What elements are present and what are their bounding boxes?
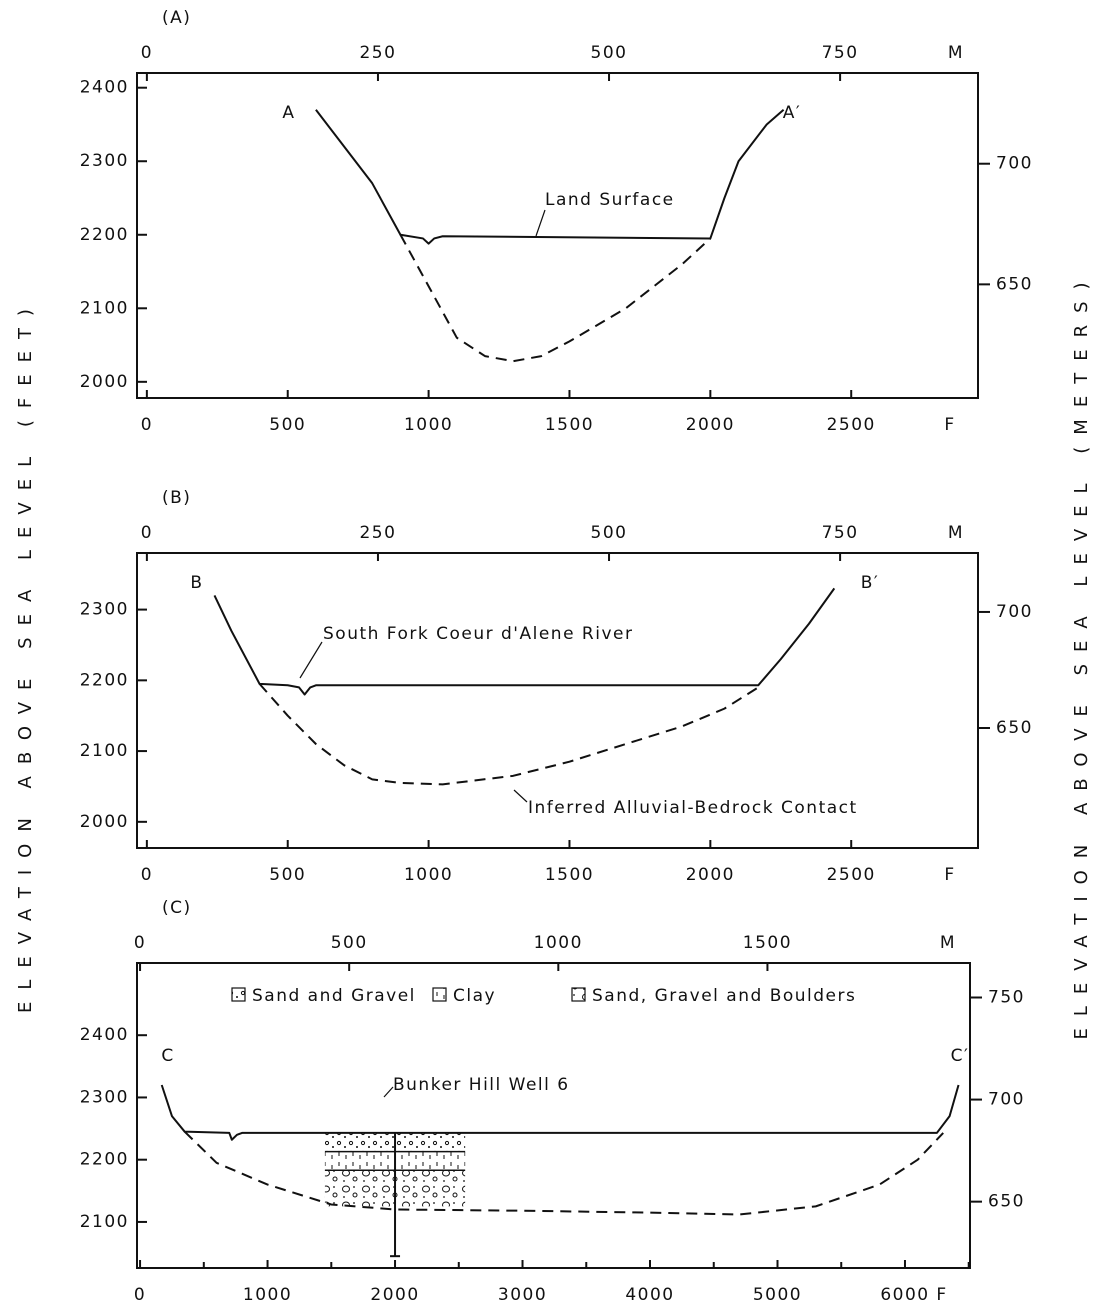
annotation: B [190, 573, 203, 593]
x2-tick-label: 0 [141, 43, 153, 63]
x-tick-label: 4000 [625, 1285, 674, 1305]
x-tick-label: 3000 [498, 1285, 547, 1305]
x-tick-label: 2000 [370, 1285, 419, 1305]
series-label: Inferred Alluvial-Bedrock Contact [528, 798, 858, 818]
y-tick-label: 2100 [80, 741, 129, 761]
x-tick-label: 500 [269, 415, 306, 435]
y2-tick-label: 650 [996, 274, 1033, 294]
panel-label: (C) [162, 898, 192, 918]
annotation: Bunker Hill Well 6 [393, 1075, 570, 1095]
panel-label: (A) [162, 8, 191, 28]
legend-swatch [432, 987, 447, 1002]
leader-line [513, 789, 528, 803]
profile-line [258, 683, 759, 786]
y-tick-label: 2400 [80, 1025, 129, 1045]
y-tick-label: 2300 [80, 600, 129, 620]
x-tick-label: 6000 [880, 1285, 929, 1305]
x-tick-label: 2500 [827, 865, 876, 885]
x2-tick-label: 1000 [534, 933, 583, 953]
x-tick-label: 0 [141, 865, 153, 885]
leader-line [299, 641, 323, 679]
x2-tick-label: 0 [141, 523, 153, 543]
x2-tick-label: 250 [359, 43, 396, 63]
x-tick-label: 1000 [243, 1285, 292, 1305]
y2-axis-title: ELEVATION ABOVE SEA LEVEL (METERS) [1071, 270, 1092, 1039]
y-tick-label: 2000 [80, 372, 129, 392]
annotation: A [282, 103, 295, 123]
x-tick-label: 1000 [404, 865, 453, 885]
plot-frame [136, 72, 979, 399]
legend-label: Sand and Gravel [252, 986, 416, 1006]
x-tick-label: 0 [141, 415, 153, 435]
annotation: C′ [951, 1046, 970, 1066]
y2-tick-label: 650 [996, 718, 1033, 738]
x-tick-label: 2000 [686, 415, 735, 435]
y-tick-label: 2200 [80, 670, 129, 690]
x-tick-label: 5000 [753, 1285, 802, 1305]
y-tick-label: 2100 [80, 1212, 129, 1232]
x2-tick-label: 0 [134, 933, 146, 953]
x2-tick-label: 500 [591, 43, 628, 63]
y2-tick-label: 700 [996, 602, 1033, 622]
y2-tick-label: 700 [996, 154, 1033, 174]
x2-tick-label: 500 [591, 523, 628, 543]
x2-unit: M [948, 523, 964, 543]
plot-frame [136, 962, 971, 1269]
profile-line [315, 109, 785, 245]
x-unit: F [944, 865, 955, 885]
profile-line [399, 234, 712, 363]
x-tick-label: 500 [269, 865, 306, 885]
x-tick-label: 0 [134, 1285, 146, 1305]
x-tick-label: 1500 [545, 865, 594, 885]
series-label: Land Surface [545, 190, 675, 210]
y-tick-label: 2300 [80, 151, 129, 171]
x2-tick-label: 500 [331, 933, 368, 953]
x-tick-label: 2000 [686, 865, 735, 885]
annotation: A′ [783, 103, 802, 123]
x2-unit: M [940, 933, 956, 953]
annotation: South Fork Coeur d'Alene River [323, 624, 633, 644]
annotation: B′ [861, 573, 880, 593]
plot-frame [136, 552, 979, 849]
legend-label: Sand, Gravel and Boulders [592, 986, 856, 1006]
x2-tick-label: 250 [359, 523, 396, 543]
y-tick-label: 2300 [80, 1087, 129, 1107]
legend-swatch [231, 987, 246, 1002]
y-tick-label: 2100 [80, 298, 129, 318]
x-tick-label: 2500 [827, 415, 876, 435]
y-axis-title: ELEVATION ABOVE SEA LEVEL (FEET) [15, 297, 36, 1013]
y2-tick-label: 650 [988, 1192, 1025, 1212]
legend-swatch [571, 987, 586, 1002]
x2-unit: M [948, 43, 964, 63]
x-tick-label: 1000 [404, 415, 453, 435]
x2-tick-label: 750 [822, 523, 859, 543]
profile-line [213, 587, 836, 696]
x-unit: F [944, 415, 955, 435]
y-tick-label: 2400 [80, 78, 129, 98]
panel-label: (B) [162, 488, 191, 508]
y-tick-label: 2200 [80, 1150, 129, 1170]
y-tick-label: 2200 [80, 225, 129, 245]
x2-tick-label: 1500 [743, 933, 792, 953]
x-unit: F [936, 1285, 947, 1305]
profile-line [183, 1130, 944, 1216]
y-tick-label: 2000 [80, 812, 129, 832]
x-tick-label: 1500 [545, 415, 594, 435]
x2-tick-label: 750 [822, 43, 859, 63]
legend-label: Clay [453, 986, 496, 1006]
annotation: C [161, 1046, 174, 1066]
y2-tick-label: 700 [988, 1090, 1025, 1110]
y2-tick-label: 750 [988, 988, 1025, 1008]
leader-line [383, 1086, 394, 1098]
leader-line [535, 209, 546, 237]
profile-line [160, 1084, 960, 1141]
